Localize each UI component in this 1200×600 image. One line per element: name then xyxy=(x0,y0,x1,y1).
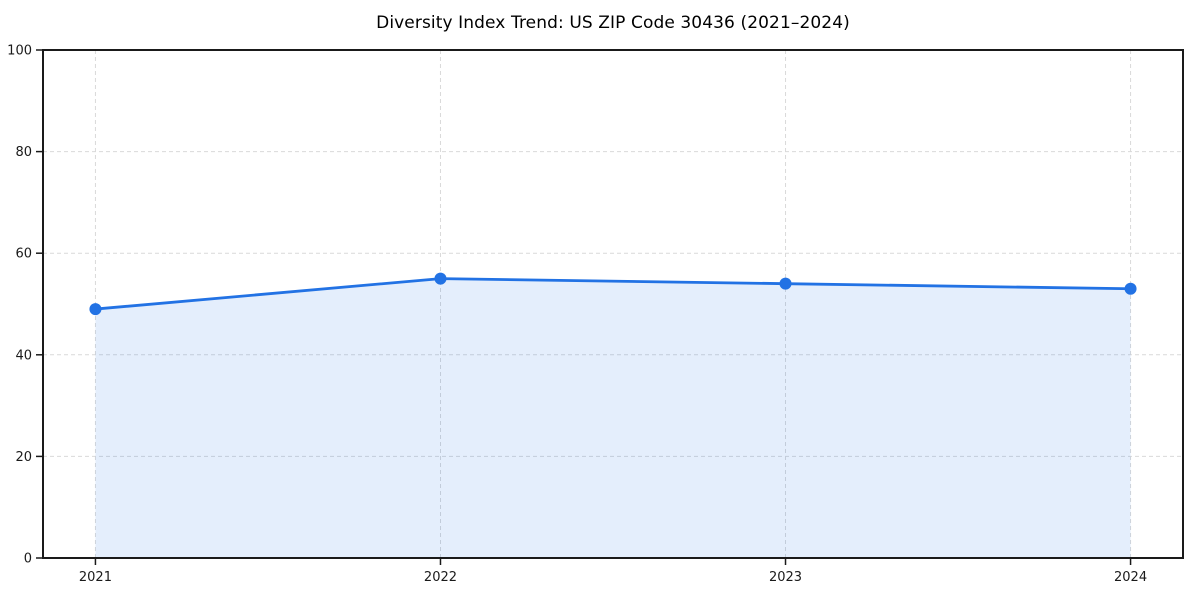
data-point-marker xyxy=(434,272,447,285)
x-tick-label: 2022 xyxy=(424,570,457,585)
plot-box-spines xyxy=(42,49,1184,559)
trend-line xyxy=(94,277,1132,311)
y-tick-label: 40 xyxy=(15,348,32,363)
y-tick-label: 80 xyxy=(15,145,32,160)
data-point-marker xyxy=(89,303,102,316)
data-point-marker xyxy=(779,277,792,290)
y-tick-label: 100 xyxy=(7,44,32,59)
data-point-marker xyxy=(1124,282,1137,295)
y-tick-label: 0 xyxy=(24,552,32,567)
x-tick-label: 2024 xyxy=(1114,570,1147,585)
x-tick-label: 2021 xyxy=(79,570,112,585)
y-tick-label: 20 xyxy=(15,450,32,465)
y-tick-label: 60 xyxy=(15,247,32,262)
chart-title: Diversity Index Trend: US ZIP Code 30436… xyxy=(376,13,850,33)
area-fill xyxy=(95,278,1131,558)
x-tick-label: 2023 xyxy=(769,570,802,585)
